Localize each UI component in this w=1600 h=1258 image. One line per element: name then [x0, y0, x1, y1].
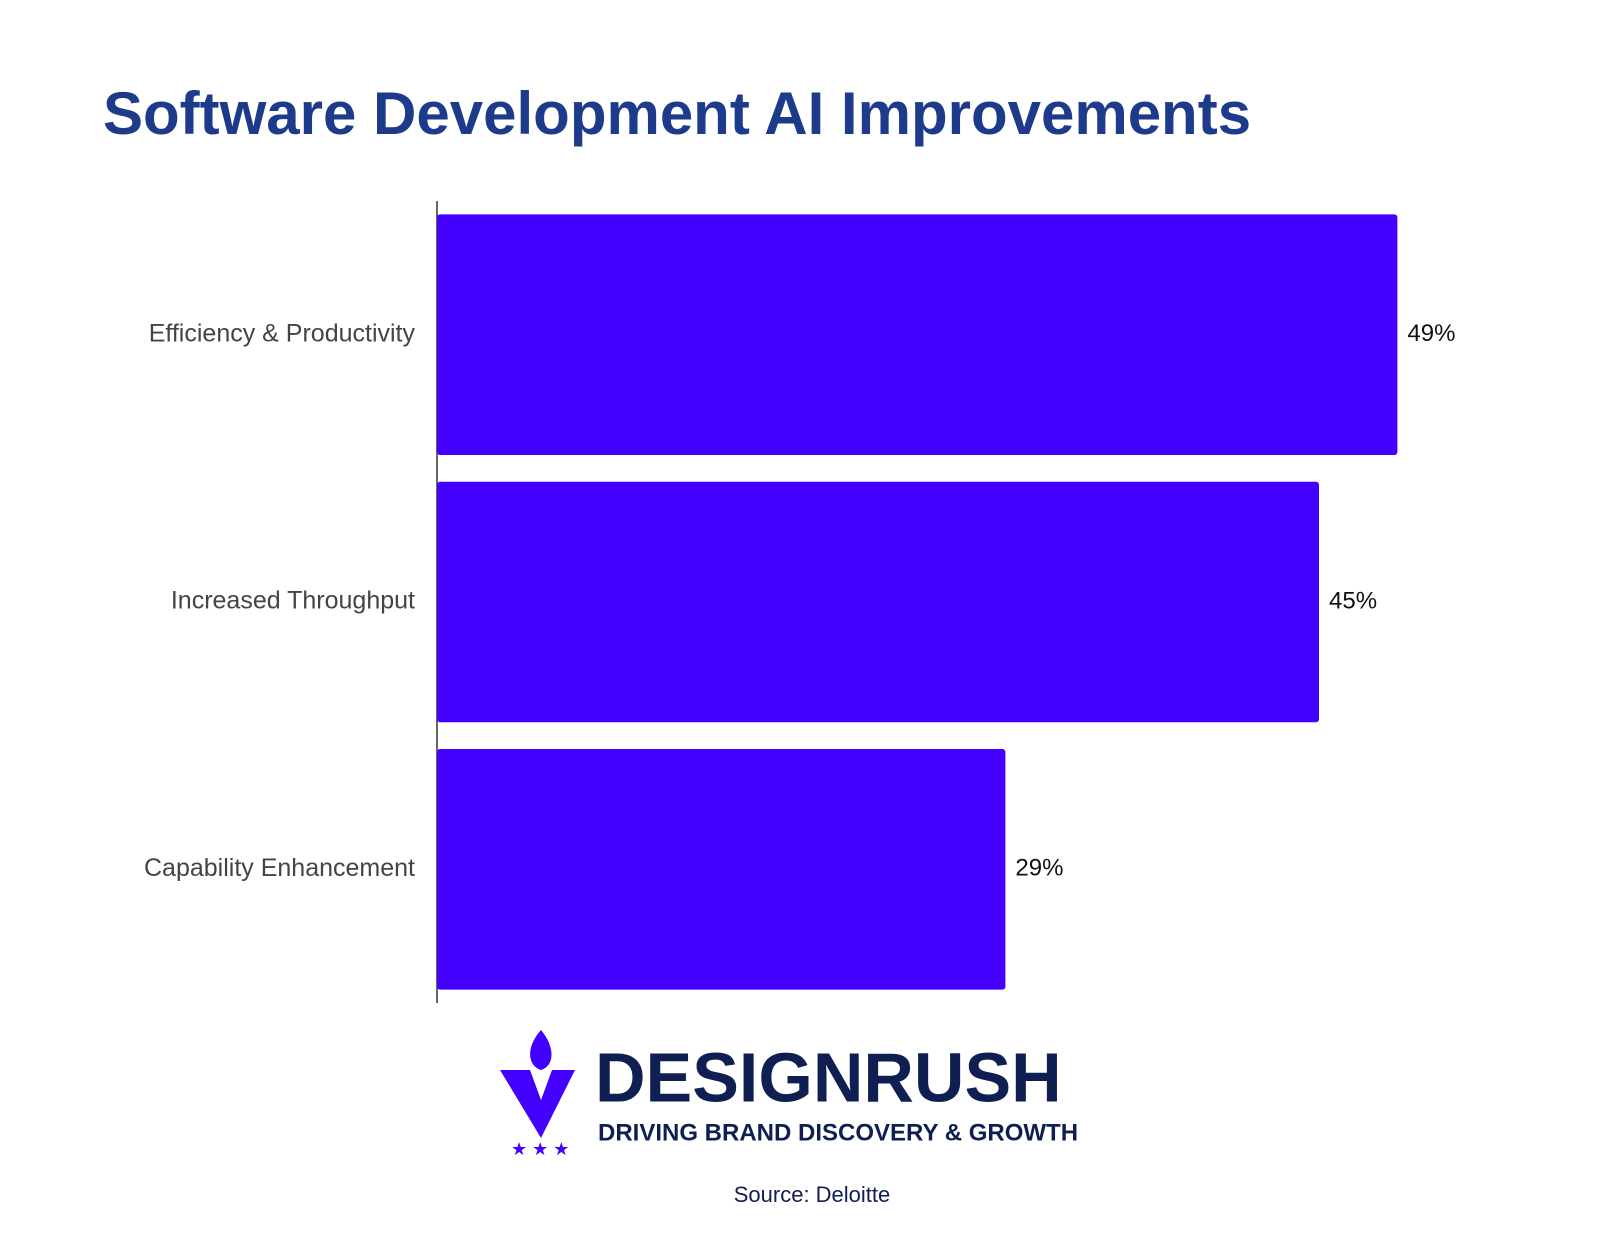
bar	[437, 749, 1006, 990]
chart-title: Software Development AI Improvements	[103, 80, 1251, 147]
value-label: 49%	[1407, 320, 1455, 347]
source: Source: Deloitte	[734, 1182, 891, 1207]
y-tick-label: Capability Enhancement	[144, 854, 415, 882]
logo-flame	[530, 1030, 552, 1070]
value-label: 45%	[1329, 587, 1377, 614]
value-label: 29%	[1015, 855, 1063, 882]
logo-name: DESIGNRUSH	[595, 1038, 1062, 1116]
logo-tagline: DRIVING BRAND DISCOVERY & GROWTH	[598, 1119, 1078, 1146]
bar	[437, 481, 1319, 723]
logo-stars: ★ ★ ★	[511, 1139, 569, 1159]
y-tick-label: Efficiency & Productivity	[149, 319, 416, 347]
logo: ★ ★ ★ DESIGNRUSH DRIVING BRAND DISCOVERY…	[500, 1030, 1078, 1159]
bar	[437, 214, 1398, 455]
logo-mark	[500, 1070, 575, 1138]
y-tick-label: Increased Throughput	[171, 587, 415, 615]
